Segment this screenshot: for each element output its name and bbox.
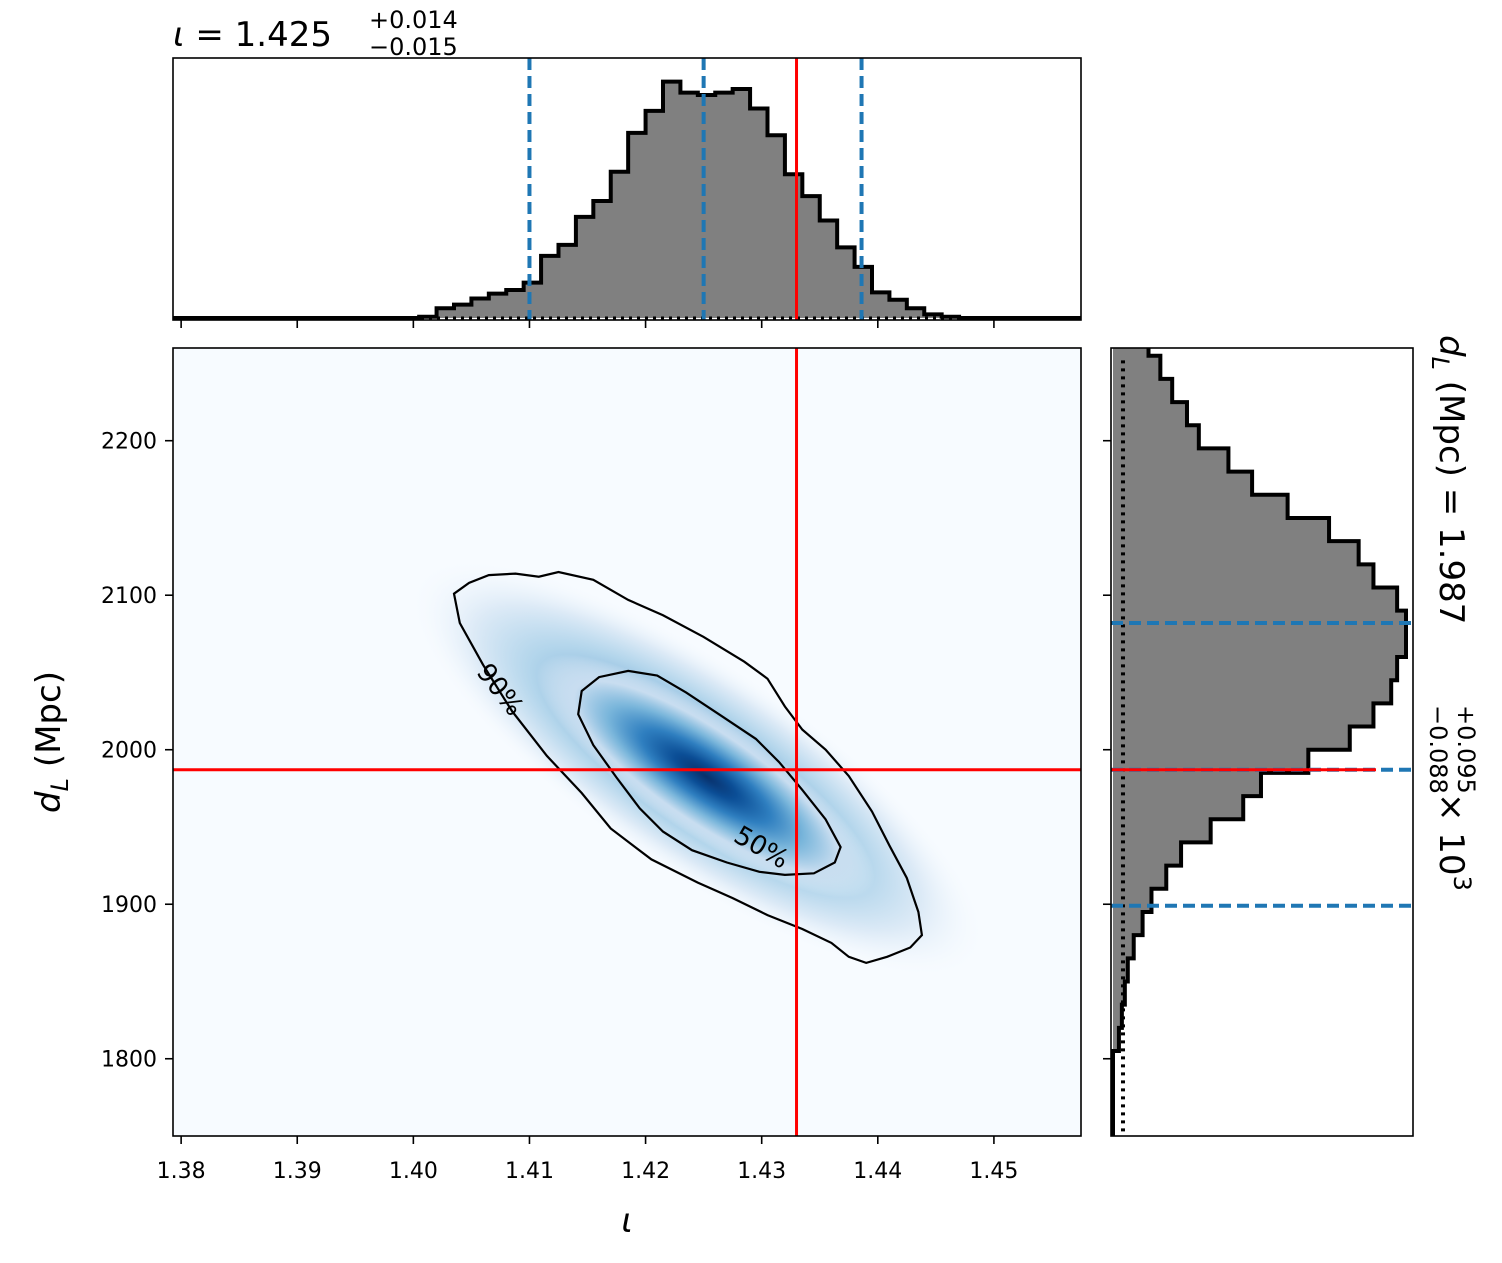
joint-y-ticks: 1800 1900 2000 2100 2200 xyxy=(101,430,173,1073)
x-tick-label-5: 1.43 xyxy=(737,1159,786,1184)
y-tick-label-2: 2000 xyxy=(101,739,157,764)
right-marginal-panel: dL (Mpc) = 1.987 +0.095 −0.088 × 103 xyxy=(1103,335,1480,1137)
top-x-ticks xyxy=(180,320,995,328)
right-title-exponent: 3 xyxy=(1448,876,1476,891)
top-histogram-outline xyxy=(173,79,1081,320)
top-panel-title: ι = 1.425 xyxy=(173,15,332,55)
right-y-ticks xyxy=(1103,439,1111,1060)
x-tick-label-4: 1.42 xyxy=(621,1159,670,1184)
right-title-median: 1.987 xyxy=(1431,527,1471,624)
contour-50pct xyxy=(577,669,842,877)
top-title-equals: = xyxy=(185,15,235,55)
y-title-base: d xyxy=(29,791,69,813)
right-title-param: d xyxy=(1431,335,1471,357)
density-heatmap-core xyxy=(536,654,875,899)
right-panel-title: dL (Mpc) = 1.987 +0.095 −0.088 × 103 xyxy=(1424,335,1480,891)
right-panel-frame xyxy=(1110,347,1414,1137)
y-tick-label-0: 1800 xyxy=(101,1048,157,1073)
x-tick-label-3: 1.41 xyxy=(505,1159,554,1184)
top-marginal-panel: ι = 1.425 +0.014 −0.015 xyxy=(172,6,1082,328)
top-title-upper: +0.014 xyxy=(369,6,458,34)
right-title-upper: +0.095 xyxy=(1452,705,1480,794)
x-tick-label-2: 1.40 xyxy=(389,1159,438,1184)
top-title-param: ι xyxy=(173,15,185,55)
y-axis-title: dL (Mpc) xyxy=(29,671,74,813)
right-title-sub: L xyxy=(1426,357,1454,370)
svg-text:dL (Mpc) = 1.987: dL (Mpc) = 1.987 xyxy=(1426,335,1471,624)
right-title-scale: × 10 xyxy=(1431,793,1471,876)
joint-panel-frame xyxy=(172,347,1082,1137)
y-title-sub: L xyxy=(46,778,74,791)
x-tick-label-7: 1.45 xyxy=(969,1159,1018,1184)
contour-lines xyxy=(452,570,924,965)
top-quantile-lines xyxy=(527,58,864,320)
right-title-lower: −0.088 xyxy=(1424,705,1452,794)
joint-x-ticks: 1.38 1.39 1.40 1.41 1.42 1.43 1.44 1.45 xyxy=(157,1136,1018,1184)
top-title-median: 1.425 xyxy=(235,15,332,55)
x-axis-title: ι xyxy=(621,1201,633,1241)
y-tick-label-3: 2100 xyxy=(101,584,157,609)
joint-panel: 90%50% 1.38 1.39 1.40 1.41 1.42 1.43 1.44 1.45 … xyxy=(29,347,1082,1241)
y-title-rest: (Mpc) xyxy=(29,671,69,778)
x-tick-label-0: 1.38 xyxy=(157,1159,206,1184)
right-title-unit: (Mpc) = xyxy=(1431,370,1471,527)
top-histogram-fill xyxy=(419,81,960,318)
x-tick-label-1: 1.39 xyxy=(273,1159,322,1184)
y-tick-label-4: 2200 xyxy=(101,430,157,455)
svg-text:× 103: × 103 xyxy=(1431,793,1476,891)
right-histogram-outline xyxy=(1111,348,1408,1136)
right-histogram-fill xyxy=(1113,348,1406,1052)
x-tick-label-6: 1.44 xyxy=(853,1159,902,1184)
y-tick-label-1: 1900 xyxy=(101,893,157,918)
top-title-lower: −0.015 xyxy=(369,33,458,61)
contour-90pct xyxy=(452,570,924,965)
top-panel-frame xyxy=(172,57,1082,321)
